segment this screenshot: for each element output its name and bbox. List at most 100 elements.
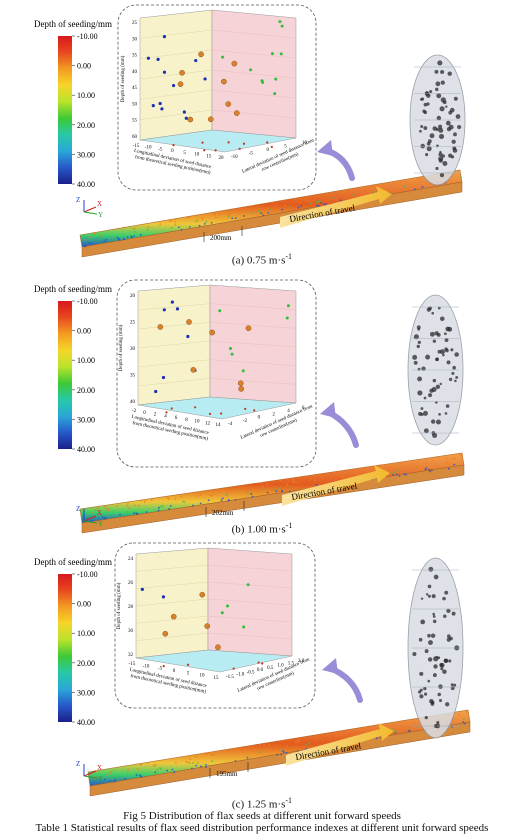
seed-in-wheel	[440, 80, 445, 85]
soil-particle	[315, 736, 318, 739]
grid-line	[135, 564, 209, 572]
soil-particle	[392, 182, 394, 184]
z-tick-label: 4	[287, 409, 290, 414]
triad-x-label: X	[97, 200, 102, 208]
soil-particle	[130, 235, 133, 238]
y-tick-label: 28	[128, 605, 134, 610]
colorbar-tick-label: 10.00	[77, 629, 95, 638]
soil-particle	[331, 197, 334, 200]
soil-particle	[134, 231, 136, 233]
soil-particle	[234, 217, 237, 220]
seed-in-wheel	[430, 633, 436, 638]
seed-point-blue	[170, 300, 174, 304]
x-tick-label: 2	[154, 413, 157, 418]
soil-particle	[296, 481, 299, 484]
soil-particle	[288, 205, 291, 207]
seed-in-wheel	[437, 306, 441, 310]
grid-line	[209, 340, 297, 348]
seed-in-wheel	[431, 386, 437, 392]
triad-y-axis	[83, 211, 98, 215]
soil-particle	[97, 776, 100, 778]
soil-particle	[465, 711, 468, 714]
colorbar	[58, 574, 72, 722]
soil-particle	[259, 751, 262, 754]
seed-in-wheel	[435, 384, 441, 389]
grid-line	[139, 29, 213, 39]
soil-particle	[408, 729, 411, 732]
soil-particle	[279, 744, 281, 747]
seed-in-wheel	[436, 721, 440, 725]
soil-particle	[315, 484, 318, 486]
soil-particle	[101, 516, 104, 519]
soil-particle	[245, 208, 248, 210]
seed-point-blue	[162, 70, 167, 74]
x-tick-label: -10	[145, 146, 152, 151]
soil-particle	[96, 507, 99, 510]
colorbar-tick-label: -10.00	[77, 570, 98, 579]
soil-particle	[318, 200, 321, 203]
triad-x-label: X	[97, 764, 102, 772]
soil-particle	[234, 760, 237, 762]
caption-b-sup: -1	[285, 521, 293, 530]
soil-particle	[421, 177, 423, 180]
seed-in-wheel	[436, 93, 442, 99]
soil-particle	[114, 779, 117, 781]
soil-particle	[136, 512, 139, 515]
panel-a-graphic: Depth of seeding/mm -10.00 0.00 10.00 20.00 3…	[34, 4, 466, 258]
seed-in-wheel	[455, 114, 461, 119]
seed-floor-projection	[238, 147, 241, 150]
seed-point-green	[241, 369, 245, 373]
seed-in-wheel	[455, 376, 459, 379]
seed-point-orange	[225, 101, 232, 107]
soil-particle	[126, 236, 129, 239]
soil-particle	[127, 501, 129, 504]
seed-in-wheel	[420, 597, 424, 600]
soil-particle	[209, 494, 212, 497]
seed-in-wheel	[445, 404, 450, 408]
soil-particle	[285, 751, 288, 754]
seed-in-wheel	[419, 694, 424, 699]
seed-in-wheel	[432, 615, 436, 618]
soil-particle	[196, 762, 199, 764]
seed-point-green	[220, 611, 224, 615]
curved-arrow-head	[322, 658, 338, 674]
soil-particle	[304, 199, 307, 201]
seed-point-blue	[162, 35, 167, 39]
x-tick-label: 8	[185, 418, 188, 423]
soil-particle	[90, 773, 93, 776]
soil-particle	[103, 778, 106, 781]
seed-point-blue	[140, 587, 144, 591]
soil-particle	[320, 202, 323, 204]
triad-z-label: Z	[76, 760, 80, 768]
soil-particle	[321, 476, 324, 479]
soil-particle	[253, 208, 256, 211]
seed-point-orange	[157, 324, 164, 330]
triad-y-label: Y	[98, 520, 103, 528]
curved-arrow-head	[320, 402, 336, 418]
y-tick-label: 32	[128, 653, 134, 658]
seed-floor-projection	[261, 662, 264, 665]
seed-in-wheel	[438, 158, 443, 163]
seed-in-wheel	[440, 97, 446, 103]
seed-in-wheel	[446, 637, 451, 642]
seed-in-wheel	[444, 412, 448, 415]
seed-in-wheel	[435, 127, 439, 132]
soil-particle	[92, 511, 94, 514]
soil-particle	[451, 457, 454, 460]
soil-particle	[371, 468, 374, 470]
seed-in-wheel	[418, 690, 422, 694]
soil-particle	[192, 504, 194, 507]
soil-particle	[313, 479, 316, 482]
soil-particle	[262, 214, 265, 217]
soil-particle	[400, 720, 403, 723]
soil-particle	[430, 469, 433, 472]
seed-in-wheel	[427, 584, 432, 589]
seed-in-wheel	[419, 129, 422, 133]
soil-particle	[139, 234, 142, 236]
seed-point-blue	[158, 101, 162, 106]
seed-in-wheel	[444, 347, 448, 351]
x-tick-label: -2	[132, 409, 137, 414]
soil-particle	[394, 730, 397, 733]
soil-particle	[298, 740, 301, 743]
soil-particle	[243, 215, 245, 217]
